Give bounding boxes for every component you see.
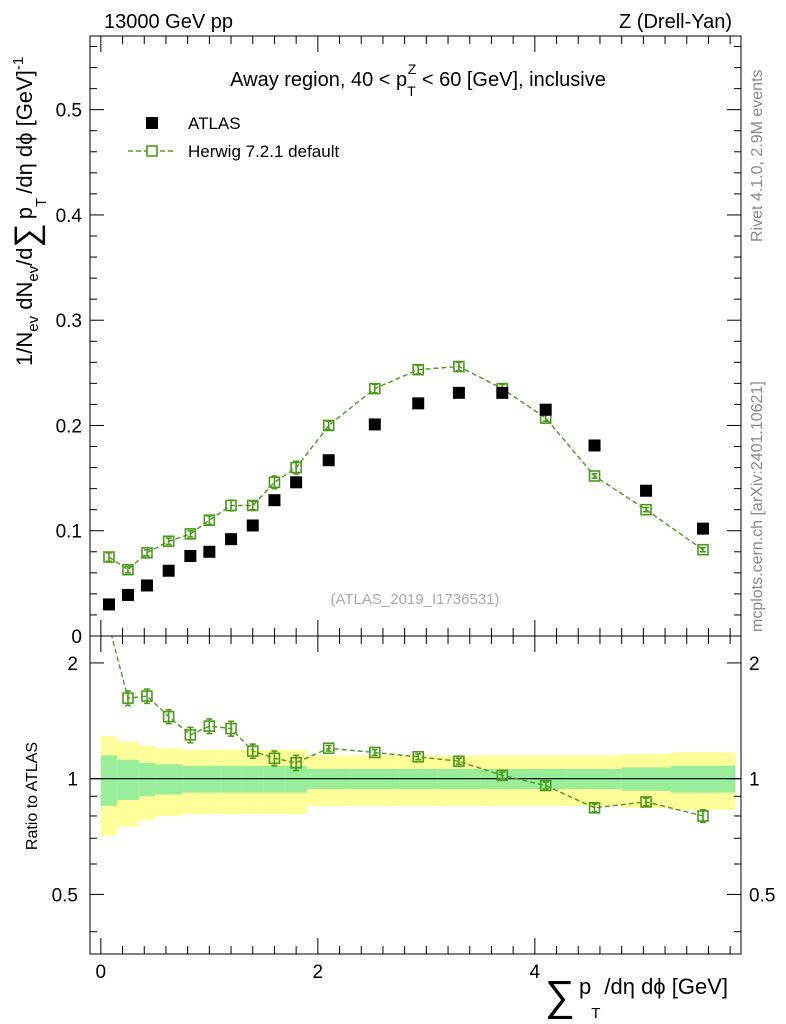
ratio-band-inner	[138, 762, 156, 797]
herwig-ratio-point	[496, 769, 509, 782]
herwig-point	[290, 461, 302, 474]
herwig-point	[412, 363, 425, 376]
herwig-point	[141, 547, 153, 559]
herwig-point	[268, 476, 281, 489]
atlas-point	[588, 439, 601, 452]
ratio-band-inner	[155, 764, 183, 795]
legend-herwig-label: Herwig 7.2.1 default	[188, 142, 339, 161]
main-y-tick-label: 0.2	[56, 416, 82, 437]
herwig-point	[322, 419, 335, 432]
herwig-ratio-point	[162, 710, 175, 723]
ratio-band-inner	[100, 755, 118, 806]
rivet-label: Rivet 4.1.0, 2.9M events	[749, 69, 766, 242]
main-y-tick-label: 0.4	[56, 206, 83, 227]
atlas-point	[140, 579, 153, 592]
atlas-point	[412, 397, 425, 410]
atlas-point	[290, 476, 303, 489]
collision-label: 13000 GeV pp	[104, 11, 233, 33]
herwig-point	[184, 528, 197, 540]
main-y-tick-label: 0.5	[56, 101, 82, 122]
herwig-ratio-point	[184, 729, 197, 741]
atlas-point	[225, 533, 238, 546]
herwig-line	[108, 365, 704, 571]
herwig-ratio-point	[539, 779, 552, 792]
herwig-point	[588, 470, 601, 482]
legend-atlas-label: ATLAS	[188, 114, 241, 133]
atlas-point	[162, 564, 175, 577]
herwig-ratio-point	[225, 722, 237, 735]
herwig-point	[640, 503, 652, 516]
ratio-y-axis-label: Ratio to ATLAS	[24, 742, 41, 850]
legend-herwig-marker	[146, 145, 158, 157]
legend: ATLAS Herwig 7.2.1 default	[128, 114, 339, 161]
main-y-tick-label: 0	[71, 627, 82, 648]
x-tick-label: 0	[96, 962, 107, 983]
ratio-y-tick-label: 0.5	[52, 885, 78, 906]
herwig-ratio-point	[141, 690, 153, 702]
herwig-point	[697, 543, 709, 556]
herwig-point	[103, 551, 115, 563]
herwig-ratio-point	[412, 751, 425, 763]
atlas-point	[452, 386, 465, 399]
plot-title: Away region, 40 < pTZ < 60 [GeV], inclus…	[230, 61, 606, 99]
atlas-point	[539, 403, 552, 416]
ratio-y-tick-label-right: 1	[749, 770, 760, 791]
ratio-y-tick-label-right: 0.5	[749, 885, 775, 906]
herwig-ratio-point	[122, 692, 134, 704]
ratio-plot-frame	[89, 635, 742, 955]
atlas-point	[121, 588, 134, 601]
herwig-point	[246, 499, 259, 512]
main-panel: 0 0.1 0.2 0.3 0.4 0.5 Away region, 40 < pTZ <…	[8, 35, 742, 648]
herwig-ratio-point	[203, 720, 216, 732]
herwig-point	[203, 514, 216, 527]
atlas-point	[697, 522, 710, 535]
herwig-ratio-point	[588, 802, 601, 814]
herwig-point	[122, 563, 134, 576]
legend-atlas-marker	[146, 117, 158, 129]
herwig-ratio-point	[453, 755, 465, 768]
herwig-ratio-point	[322, 742, 335, 755]
atlas-point	[203, 545, 216, 558]
atlas-point	[322, 454, 335, 467]
main-y-tick-label: 0.3	[56, 311, 82, 332]
herwig-ratio-point	[246, 745, 259, 757]
herwig-point	[369, 382, 381, 395]
main-y-tick-label: 0.1	[56, 522, 82, 543]
mcplots-label: mcplots.cern.ch [arXiv:2401.10621]	[749, 381, 766, 632]
atlas-point	[268, 494, 281, 507]
atlas-point	[246, 519, 259, 532]
herwig-ratio-point	[369, 746, 381, 759]
atlas-point	[184, 550, 197, 562]
herwig-ratio-point	[697, 810, 709, 822]
x-axis-label: ∑ pT/dη dϕ [GeV]	[545, 972, 728, 1022]
ratio-band-inner	[117, 759, 139, 801]
herwig-point	[453, 360, 465, 373]
main-y-axis-label: 1/Nev dNev/d∑pT/dη dϕ [GeV]-1	[8, 57, 50, 366]
herwig-ratio-point	[640, 796, 652, 808]
atlas-point	[102, 598, 115, 611]
herwig-ratio-point	[290, 756, 302, 769]
atlas-point	[368, 418, 381, 431]
analysis-watermark: (ATLAS_2019_I1736531)	[330, 591, 499, 608]
atlas-point	[496, 386, 509, 399]
herwig-ratio-point	[268, 752, 281, 765]
herwig-point	[225, 499, 237, 512]
x-tick-label: 2	[313, 962, 324, 983]
ratio-panel: 0 2 4 0.5 0.5 1 1 2 2 Ratio to ATLAS ∑ pT/dη dϕ […	[24, 635, 775, 1022]
ratio-y-tick-label-right: 2	[749, 654, 760, 675]
ratio-y-tick-label: 2	[67, 654, 78, 675]
herwig-point	[162, 535, 175, 548]
process-label: Z (Drell-Yan)	[619, 11, 732, 33]
x-tick-label: 4	[530, 962, 541, 983]
ratio-y-tick-label: 1	[67, 770, 78, 791]
atlas-point	[640, 484, 653, 497]
